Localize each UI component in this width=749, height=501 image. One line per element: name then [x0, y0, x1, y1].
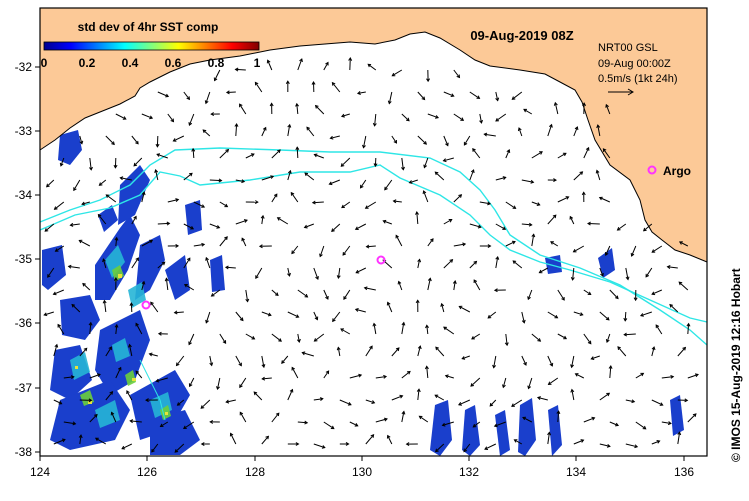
colorbar-tick-0.4: 0.4: [122, 56, 139, 70]
map-title: 09-Aug-2019 08Z: [470, 28, 573, 43]
lat-tick-34: -34: [15, 188, 33, 202]
colorbar-tick-0.6: 0.6: [165, 56, 182, 70]
lon-tick-128: 128: [245, 465, 265, 479]
lon-tick-136: 136: [674, 465, 694, 479]
info-scale: 0.5m/s (1kt 24h): [598, 73, 677, 85]
lat-tick-36: -36: [15, 316, 33, 330]
velocity-arrow: [588, 224, 600, 225]
lon-tick-132: 132: [459, 465, 479, 479]
colorbar-title: std dev of 4hr SST comp: [78, 20, 219, 34]
info-model: NRT00 GSL: [598, 42, 658, 54]
lon-tick-130: 130: [352, 465, 372, 479]
lat-tick-35: -35: [15, 252, 33, 266]
lat-tick-32: -32: [15, 60, 33, 74]
colorbar-tick-0.8: 0.8: [208, 56, 225, 70]
colorbar-tick-0: 0: [41, 56, 48, 70]
credit-text: © IMOS 15-Aug-2019 12:16 Hobart: [729, 268, 743, 462]
colorbar-tick-0.2: 0.2: [79, 56, 96, 70]
lat-tick-37: -37: [15, 381, 33, 395]
velocity-arrow: [624, 334, 636, 335]
velocity-arrow: [158, 223, 170, 224]
colorbar: [44, 42, 259, 50]
lat-tick-33: -33: [15, 124, 33, 138]
lon-tick-134: 134: [566, 465, 586, 479]
argo-label: Argo: [663, 164, 691, 178]
info-date: 09-Aug 00:00Z: [598, 58, 671, 70]
velocity-arrow: [210, 180, 222, 181]
lon-tick-124: 124: [30, 465, 50, 479]
lat-tick-38: -38: [15, 445, 33, 459]
lon-tick-126: 126: [137, 465, 157, 479]
colorbar-tick-1: 1: [254, 56, 261, 70]
